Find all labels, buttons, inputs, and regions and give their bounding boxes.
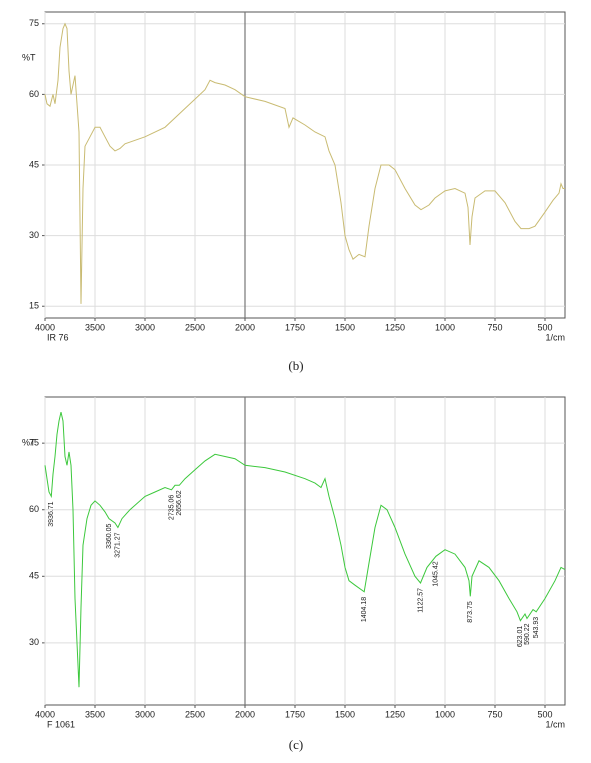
x-tick-label: 1750 bbox=[285, 322, 305, 332]
x-tick-label: 2500 bbox=[185, 709, 205, 719]
y-tick-label: 75 bbox=[29, 18, 39, 28]
chart: 15 30 45 60 75 4000 3500 3000 2500 2000 1750 1500 12… bbox=[22, 11, 566, 373]
y-axis-label: %T bbox=[22, 437, 36, 447]
x-tick-label: 2000 bbox=[235, 322, 255, 332]
peak-label: 2735.06 bbox=[168, 495, 175, 520]
y-tick-label: 30 bbox=[29, 230, 39, 240]
y-tick-label: 60 bbox=[29, 504, 39, 514]
y-tick-label: 30 bbox=[29, 637, 39, 647]
y-tick-label: 15 bbox=[29, 301, 39, 311]
y-tick-label: 75 bbox=[29, 438, 39, 448]
series-name: F 1061 bbox=[47, 719, 75, 729]
spectrum-line bbox=[44, 22, 565, 304]
spectrum-line bbox=[44, 411, 566, 688]
x-tick-label: 750 bbox=[487, 709, 502, 719]
plot-area bbox=[44, 396, 566, 706]
x-tick-label: 1000 bbox=[435, 709, 455, 719]
x-axis-label: 1/cm bbox=[545, 719, 565, 729]
y-tick-label: 60 bbox=[29, 89, 39, 99]
peak-label: 3936.71 bbox=[48, 501, 55, 526]
x-axis-label: 1/cm bbox=[545, 332, 565, 342]
chart: 30 45 60 75 4000 3500 3000 2500 2000 1750 1500 1250… bbox=[22, 396, 566, 752]
peak-label: 590.22 bbox=[524, 623, 531, 645]
x-tick-label: 2500 bbox=[185, 322, 205, 332]
x-tick-label: 4000 bbox=[35, 322, 55, 332]
x-tick-label: 1250 bbox=[385, 709, 405, 719]
peak-label: 1404.18 bbox=[361, 597, 368, 622]
peak-label: 3271.27 bbox=[115, 532, 122, 557]
peak-label: 3360.05 bbox=[106, 524, 113, 549]
peak-label: 873.75 bbox=[467, 601, 474, 623]
x-tick-label: 1750 bbox=[285, 709, 305, 719]
peak-label: 623.01 bbox=[517, 626, 524, 648]
x-tick-label: 3000 bbox=[135, 709, 155, 719]
peak-label: 1045.42 bbox=[433, 561, 440, 586]
x-tick-label: 3500 bbox=[85, 322, 105, 332]
x-tick-label: 750 bbox=[487, 322, 502, 332]
x-tick-label: 1500 bbox=[335, 709, 355, 719]
peak-label: 1122.57 bbox=[417, 588, 424, 613]
x-tick-label: 4000 bbox=[35, 709, 55, 719]
x-tick-label: 2000 bbox=[235, 709, 255, 719]
x-tick-label: 500 bbox=[537, 322, 552, 332]
x-tick-label: 1000 bbox=[435, 322, 455, 332]
caption: (b) bbox=[288, 358, 303, 373]
y-tick-label: 45 bbox=[29, 571, 39, 581]
y-axis-label: %T bbox=[22, 52, 36, 62]
peak-label: 2656.62 bbox=[176, 490, 183, 515]
peak-label: 543.93 bbox=[533, 617, 540, 639]
x-tick-label: 1500 bbox=[335, 322, 355, 332]
x-tick-label: 3500 bbox=[85, 709, 105, 719]
x-tick-label: 500 bbox=[537, 709, 552, 719]
caption: (c) bbox=[289, 737, 303, 752]
y-tick-label: 45 bbox=[29, 159, 39, 169]
series-name: IR 76 bbox=[47, 332, 69, 342]
x-tick-label: 3000 bbox=[135, 322, 155, 332]
x-tick-label: 1250 bbox=[385, 322, 405, 332]
